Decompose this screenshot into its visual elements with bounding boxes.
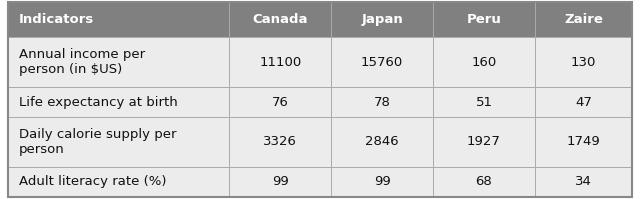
Text: 68: 68 (476, 175, 492, 188)
Bar (332, 167, 433, 197)
Bar (332, 37, 433, 87)
Text: 2846: 2846 (365, 136, 399, 148)
Bar (433, 167, 535, 197)
Bar (229, 117, 332, 167)
Bar (8, 87, 229, 117)
Bar (433, 87, 535, 117)
Bar (8, 167, 229, 197)
Bar (535, 87, 632, 117)
Bar (8, 117, 229, 167)
Text: 51: 51 (476, 96, 492, 109)
Text: Canada: Canada (253, 13, 308, 26)
Bar (433, 37, 535, 87)
Text: 99: 99 (374, 175, 390, 188)
Bar (229, 167, 332, 197)
Bar (433, 117, 535, 167)
Text: 130: 130 (571, 56, 596, 69)
Bar (8, 37, 229, 87)
Text: 47: 47 (575, 96, 592, 109)
Bar (535, 117, 632, 167)
Text: 11100: 11100 (259, 56, 301, 69)
Text: 160: 160 (471, 56, 497, 69)
Bar (535, 2, 632, 37)
Text: 15760: 15760 (361, 56, 403, 69)
Text: Japan: Japan (361, 13, 403, 26)
Bar (332, 117, 433, 167)
Bar (535, 37, 632, 87)
Text: 76: 76 (272, 96, 289, 109)
Text: 78: 78 (374, 96, 390, 109)
Bar (332, 2, 433, 37)
Text: 1927: 1927 (467, 136, 501, 148)
Bar (332, 87, 433, 117)
Bar (229, 87, 332, 117)
Text: Life expectancy at birth: Life expectancy at birth (19, 96, 177, 109)
Bar (535, 167, 632, 197)
Text: Daily calorie supply per
person: Daily calorie supply per person (19, 128, 176, 156)
Text: 3326: 3326 (264, 136, 297, 148)
Text: Annual income per
person (in $US): Annual income per person (in $US) (19, 48, 145, 76)
Bar (229, 2, 332, 37)
Bar (433, 2, 535, 37)
Bar (8, 2, 229, 37)
Text: 99: 99 (272, 175, 289, 188)
Text: Peru: Peru (467, 13, 501, 26)
Text: Zaire: Zaire (564, 13, 603, 26)
Bar (229, 37, 332, 87)
Text: 34: 34 (575, 175, 592, 188)
Text: 1749: 1749 (567, 136, 600, 148)
Text: Adult literacy rate (%): Adult literacy rate (%) (19, 175, 166, 188)
Text: Indicators: Indicators (19, 13, 94, 26)
